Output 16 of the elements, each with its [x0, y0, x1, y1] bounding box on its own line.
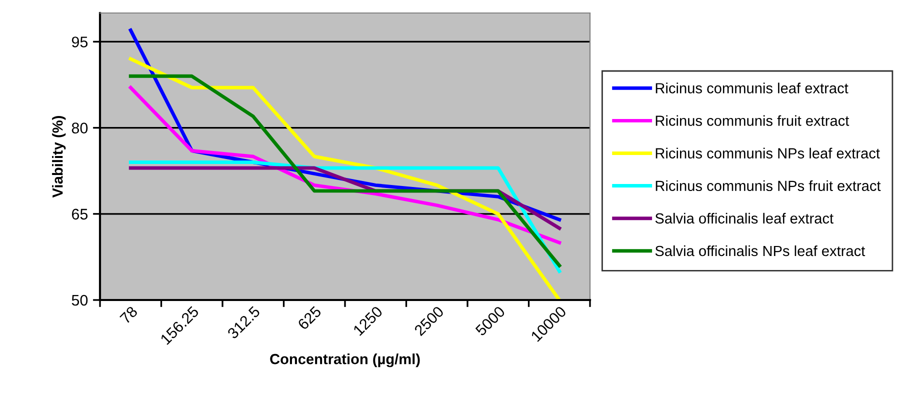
x-axis-title: Concentration (µg/ml): [270, 354, 420, 368]
legend-label: Ricinus communis leaf extract: [656, 82, 848, 94]
legend-label: Salvia officinalis leaf extract: [655, 212, 834, 224]
y-tick-label: 95: [72, 36, 88, 48]
y-axis-title: Viability (%): [52, 116, 66, 198]
y-tick-label: 65: [72, 208, 88, 220]
y-tick-label: 50: [72, 294, 88, 306]
x-tick-label: 78: [119, 306, 138, 324]
legend-label: Ricinus communis NPs fruit extract: [656, 180, 881, 192]
line-series: [128, 74, 562, 268]
legend-label: Ricinus communis NPs leaf extract: [656, 148, 880, 158]
line-series: [128, 57, 562, 300]
y-tick-label: 80: [72, 122, 88, 134]
x-tick-label: 625: [297, 306, 322, 330]
legend-label: Salvia officinalis NPs leaf extract: [655, 245, 866, 256]
legend-label: Ricinus communis fruit extract: [656, 115, 850, 126]
